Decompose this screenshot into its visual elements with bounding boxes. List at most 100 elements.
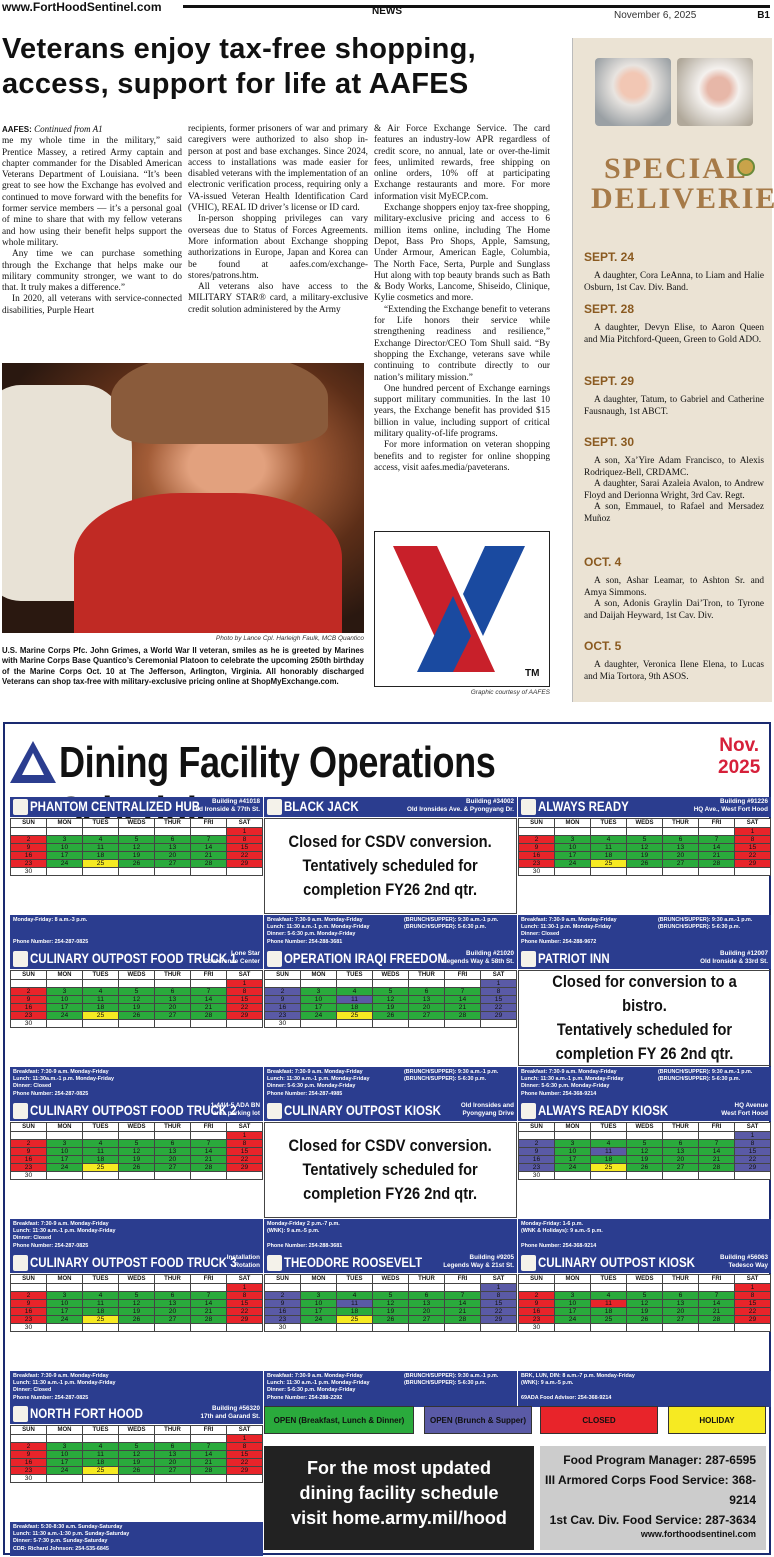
calendar-day: 24 [46, 1466, 83, 1475]
calendar-day: 7 [444, 987, 481, 996]
day-header: SAT [480, 1274, 517, 1284]
calendar-cell-empty [444, 1019, 481, 1028]
calendar-cell-empty [336, 979, 373, 988]
calendar-day: 17 [554, 1307, 591, 1316]
calendar-day: 8 [226, 987, 263, 996]
calendar-cell-empty [10, 979, 47, 988]
calendar-day: 20 [154, 1155, 191, 1164]
day-header: THUR [662, 1274, 699, 1284]
calendar-day: 20 [408, 1003, 445, 1012]
calendar-day: 17 [554, 851, 591, 860]
calendar-day: 18 [82, 1307, 119, 1316]
calendar-day: 11 [82, 1450, 119, 1459]
calendar-cell-empty [82, 1171, 119, 1180]
day-header: MON [46, 970, 83, 980]
calendar-day: 21 [190, 851, 227, 860]
day-header: SUN [10, 1274, 47, 1284]
facility-name: CULINARY OUTPOST FOOD TRUCK 1 [30, 950, 237, 966]
calendar: SUN MON TUES WEDS THUR FRI SAT 1 2 3 4 5 6 7 8 9 10 11 12 1… [10, 1425, 263, 1483]
facility-header: THEODORE ROOSEVELT Building #9205 Legends … [264, 1253, 517, 1273]
day-header: THUR [154, 818, 191, 828]
calendar-day: 12 [118, 1147, 155, 1156]
calendar-day: 18 [82, 851, 119, 860]
calendar-day: 3 [554, 1291, 591, 1300]
calendar-cell-empty [408, 1019, 445, 1028]
calendar-day: 14 [698, 843, 735, 852]
calendar-cell-empty [10, 1434, 47, 1443]
calendar-day: 5 [118, 1139, 155, 1148]
facility-header: CULINARY OUTPOST KIOSK Building #56063 Ted… [518, 1253, 771, 1273]
calendar-day: 16 [518, 1307, 555, 1316]
calendar-cell-empty [480, 1019, 517, 1028]
calendar-day: 26 [118, 859, 155, 868]
calendar-day: 21 [698, 1307, 735, 1316]
calendar-day: 5 [118, 987, 155, 996]
facility-name: ALWAYS READY [538, 798, 629, 814]
calendar-cell-empty [264, 979, 301, 988]
calendar-day: 10 [300, 995, 337, 1004]
calendar-day: 30 [10, 1019, 47, 1028]
calendar-cell-empty [444, 979, 481, 988]
day-header: MON [46, 1122, 83, 1132]
website-link[interactable]: www.forthoodsentinel.com [640, 1529, 756, 1539]
calendar-day: 27 [408, 1315, 445, 1324]
hours-line [13, 924, 260, 931]
facility-header: BLACK JACK Building #34002 Old Ironsides A… [264, 797, 517, 817]
calendar-cell-empty [190, 979, 227, 988]
hours-line: Phone Number: 254-287-0825 [13, 1394, 89, 1401]
calendar-day: 30 [10, 1474, 47, 1483]
unit-patch-icon [267, 1103, 282, 1119]
facility-hours: Breakfast: 7:30-9 a.m. Monday-Friday Lunc… [10, 1219, 263, 1255]
paragraph: One hundred percent of Exchange earnings… [374, 383, 550, 440]
day-header: TUES [82, 818, 119, 828]
calendar-day: 10 [46, 1147, 83, 1156]
paragraph: In 2020, all veterans with service-conne… [2, 294, 182, 316]
calendar-day: 15 [734, 1147, 771, 1156]
hours-line: Lunch: 11:30 a.m.-1 p.m. Monday-Friday [13, 1380, 116, 1387]
day-header: MON [300, 1274, 337, 1284]
calendar-day: 12 [372, 995, 409, 1004]
calendar-day: 1 [734, 1131, 771, 1140]
calendar-day: 13 [154, 995, 191, 1004]
continued-note: Continued from A1 [34, 124, 103, 134]
calendar-cell-empty [118, 1323, 155, 1332]
hours-line: Breakfast: 7:30-9 a.m. Monday-Friday [267, 1373, 363, 1379]
facility-name: PATRIOT INN [538, 950, 610, 966]
day-header: WEDS [118, 1425, 155, 1435]
baby-photo-2 [677, 58, 753, 126]
hours-line: 69ADA Food Advisor: 254-368-9214 [521, 1394, 612, 1401]
calendar-day: 10 [46, 843, 83, 852]
calendar-day: 26 [118, 1315, 155, 1324]
calendar-cell-empty [118, 1019, 155, 1028]
facility-hours: Breakfast: 5:30-8:30 a.m. Sunday-Saturda… [10, 1522, 263, 1556]
calendar-day: 13 [154, 1299, 191, 1308]
day-header: TUES [82, 1274, 119, 1284]
calendar-day: 23 [10, 1163, 47, 1172]
calendar-cell-empty [226, 867, 263, 876]
calendar-day: 5 [118, 1442, 155, 1451]
calendar-day: 6 [154, 835, 191, 844]
calendar-day: 18 [82, 1003, 119, 1012]
calendar-day: 10 [554, 843, 591, 852]
calendar-day: 15 [226, 1299, 263, 1308]
calendar-cell-empty [154, 1131, 191, 1140]
calendar-cell-empty [662, 867, 699, 876]
calendar-day: 18 [590, 851, 627, 860]
day-header: SAT [226, 970, 263, 980]
calendar: SUN MON TUES WEDS THUR FRI SAT 1 2 3 4 5 6 7 8 9 10 11 12 1… [10, 970, 263, 1028]
article-column-2: recipients, former prisoners of war and … [188, 124, 368, 316]
day-header: SUN [264, 970, 301, 980]
calendar-day: 15 [226, 843, 263, 852]
byline: AAFES: Continued from A1 [2, 124, 182, 136]
calendar-day: 15 [226, 1147, 263, 1156]
day-header: SAT [226, 1274, 263, 1284]
day-header: WEDS [372, 1274, 409, 1284]
calendar-day: 4 [336, 987, 373, 996]
day-header: SAT [734, 818, 771, 828]
calendar-cell-empty [372, 1283, 409, 1292]
hours-line: Breakfast: 5:30-8:30 a.m. Sunday-Saturda… [13, 1524, 123, 1530]
site-url[interactable]: www.FortHoodSentinel.com [2, 0, 162, 14]
iii-corps-triangle-icon [10, 741, 56, 783]
unit-patch-icon [521, 1255, 536, 1271]
legend-brunch: OPEN (Brunch & Supper) [424, 1406, 532, 1434]
